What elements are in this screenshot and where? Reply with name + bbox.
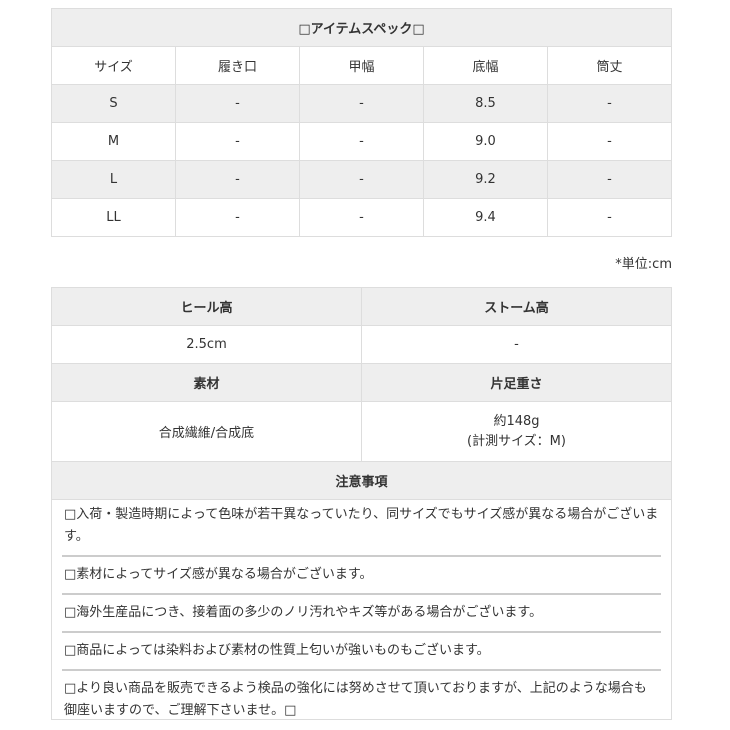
table-row: L - -9.2- [51,160,672,199]
notes-title: 注意事項 [51,461,672,500]
col-header: 筒丈 [547,46,672,85]
cell: - [299,198,424,237]
weight-note: (計測サイズ：M) [467,433,566,449]
note-item: □海外生産品につき、接着面の多少のノリ汚れやキズ等がある場合がございます。 [62,595,661,633]
col-header: 履き口 [175,46,300,85]
material-label: 素材 [51,363,362,402]
spec-table: □アイテムスペック□ サイズ 履き口 甲幅 底幅 筒丈 S - -8.5- M--9… [51,8,672,237]
table-row: LL - -9.4- [51,198,672,237]
cell: - [175,198,300,237]
storm-label: ストーム高 [361,287,672,326]
material-value: 合成繊維/合成底 [51,401,362,462]
cell: M [51,122,176,161]
unit-note: *単位:cm [615,257,672,272]
col-header: 底幅 [423,46,548,85]
cell: - [299,122,424,161]
note-item: □入荷・製造時期によって色味が若干異なっていたり、同サイズでもサイズ感が異なる場… [62,497,661,557]
table-row: S - -8.5- [51,84,672,123]
cell: - [175,122,300,161]
cell: - [299,160,424,199]
storm-value: - [361,325,672,364]
cell: - [547,122,672,161]
heel-label: ヒール高 [51,287,362,326]
cell: 9.0 [423,122,548,161]
cell: 8.5 [423,84,548,123]
cell: - [175,84,300,123]
table-row: M - -9.0- [51,122,672,161]
heel-value: 2.5cm [51,325,362,364]
cell: 9.2 [423,160,548,199]
note-item: □商品によっては染料および素材の性質上匂いが強いものもございます。 [62,633,661,671]
cell: S [51,84,176,123]
note-item: □素材によってサイズ感が異なる場合がございます。 [62,557,661,595]
cell: - [175,160,300,199]
spec-title: □アイテムスペック□ [51,8,672,47]
notes-list: □入荷・製造時期によって色味が若干異なっていたり、同サイズでもサイズ感が異なる場… [51,497,672,720]
cell: - [547,198,672,237]
col-header: 甲幅 [299,46,424,85]
cell: - [547,160,672,199]
weight-label: 片足重さ [361,363,672,402]
details-table: ヒール高 ストーム高 2.5cm - 素材 片足重さ 合成繊維/合成底 約148g (計測… [51,287,672,500]
note-item: □より良い商品を販売できるよう検品の強化には努めさせて頂いておりますが、上記のよ… [64,681,647,718]
cell: - [547,84,672,123]
cell: L [51,160,176,199]
cell: 9.4 [423,198,548,237]
cell: LL [51,198,176,237]
col-header: サイズ [51,46,176,85]
weight-value: 約148g [493,413,540,429]
cell: - [299,84,424,123]
